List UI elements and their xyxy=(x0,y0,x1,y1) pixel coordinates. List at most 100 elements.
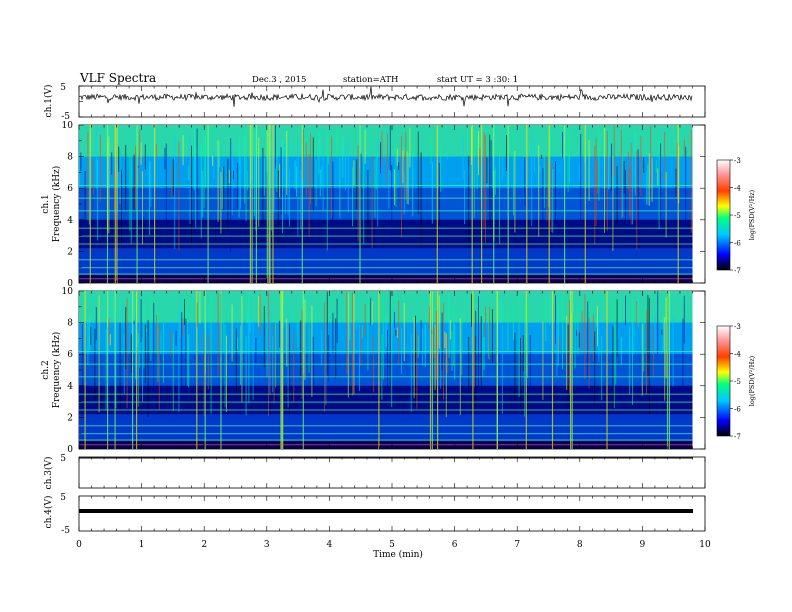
spec-streak xyxy=(188,334,190,388)
spec-streak xyxy=(550,162,552,232)
spec-streak xyxy=(367,299,369,371)
spec-streak xyxy=(126,298,128,409)
spec-spike xyxy=(668,291,670,449)
spec-spike xyxy=(89,125,91,283)
freq-tick-label: 8 xyxy=(67,319,73,329)
spec-streak xyxy=(598,129,600,201)
spec-streak xyxy=(217,293,219,376)
spec-streak xyxy=(259,294,261,335)
spec-streak xyxy=(612,156,614,251)
spec-streak xyxy=(231,304,233,362)
freq-tick-label: 2 xyxy=(67,413,73,423)
spec-streak xyxy=(359,324,360,392)
spec-streak xyxy=(275,125,276,169)
spec-streak xyxy=(332,161,334,248)
spec-spike xyxy=(114,125,116,283)
spec-streak xyxy=(581,311,583,354)
spec-streak xyxy=(391,298,393,407)
spec-streak xyxy=(163,322,164,383)
spec-streak xyxy=(244,134,246,204)
spec-streak xyxy=(531,129,533,226)
spec-streak xyxy=(389,291,391,388)
x-axis-tick-labels: 0 1 2 3 4 5 6 7 8 9 10 xyxy=(76,540,711,550)
colorbar-tick-label: -4 xyxy=(734,185,741,193)
spec-streak xyxy=(203,333,205,416)
spec-streak xyxy=(182,134,184,166)
spec-streak xyxy=(604,125,605,233)
ch4-waveform-line xyxy=(79,509,693,513)
spec-spike xyxy=(584,125,586,283)
spec-streak xyxy=(273,322,275,404)
spec-streak xyxy=(438,295,440,349)
spec-streak xyxy=(396,148,398,166)
spec-streak xyxy=(412,143,414,217)
spec-streak xyxy=(275,318,276,388)
spec-streak xyxy=(174,134,176,249)
spec-streak xyxy=(356,318,358,330)
spec-streak xyxy=(459,318,461,415)
spec-streak xyxy=(632,138,633,225)
spec-streak xyxy=(297,137,299,237)
spec-streak xyxy=(283,304,285,328)
spec-streak xyxy=(482,312,484,377)
ch1-spectrogram-panel: 0 2 4 6 8 10 ch.1 Frequency (kHz) -3 -4 -5 -6 -7 l… xyxy=(41,121,756,289)
spec-streak xyxy=(370,297,372,326)
spec-hline xyxy=(79,259,693,261)
spec-streak xyxy=(483,132,485,230)
colorbar-tick-label: -4 xyxy=(734,351,741,359)
spec-streak xyxy=(625,295,626,325)
spec-streak xyxy=(371,156,373,249)
spec-streak xyxy=(301,309,303,399)
spec-spike xyxy=(481,125,483,283)
spec-streak xyxy=(430,135,432,164)
x-tick-label: 1 xyxy=(139,540,145,550)
ch4-ticks xyxy=(78,496,706,531)
spec-hline xyxy=(79,185,693,187)
spec-streak xyxy=(262,147,264,225)
header-start-time: start UT = 3 :30: 1 xyxy=(437,75,518,85)
spec-streak xyxy=(322,133,324,211)
spec-streak xyxy=(164,147,166,170)
spec-streak xyxy=(417,335,419,358)
spec-streak xyxy=(630,142,632,225)
spec-streak xyxy=(156,315,157,355)
spec-streak xyxy=(534,140,535,173)
spec-streak xyxy=(241,296,243,403)
spec-hline xyxy=(79,267,693,269)
spec-streak xyxy=(255,337,257,363)
colorbar-label: log(PSD(V²/Hz) xyxy=(748,355,756,406)
spec-spike xyxy=(570,291,572,449)
spec-streak xyxy=(478,131,479,176)
spec-streak xyxy=(634,131,636,196)
spec-streak xyxy=(388,170,390,209)
spec-streak xyxy=(552,168,554,233)
spec-streak xyxy=(499,142,500,244)
spec-streak xyxy=(598,311,600,362)
spec-streak xyxy=(318,132,320,174)
x-tick-label: 5 xyxy=(389,540,395,550)
spec-streak xyxy=(650,125,652,187)
spec-hline xyxy=(79,425,693,427)
spec-spike xyxy=(196,291,198,449)
spec-streak xyxy=(447,334,449,373)
spec-streak xyxy=(179,297,181,338)
spec-streak xyxy=(328,149,330,164)
spec-streak xyxy=(121,169,122,246)
ch4-frame xyxy=(78,495,706,532)
spec-spike xyxy=(551,291,554,449)
spec-streak xyxy=(377,136,379,227)
spec-streak xyxy=(597,306,598,347)
ch1-ytick-top: 5 xyxy=(60,83,66,93)
spec-streak xyxy=(387,133,388,184)
spec-streak xyxy=(657,291,659,355)
spec-streak xyxy=(219,141,220,168)
freq-tick-label: 0 xyxy=(67,445,73,455)
ch1-spectrogram-axis: 0 2 4 6 8 10 xyxy=(62,121,706,289)
spec-spike xyxy=(207,125,209,283)
ch2-spectrogram-panel: 0 2 4 6 8 10 ch.2 Frequency (kHz) -3 -4 -5 -6 -7 l… xyxy=(41,287,756,455)
spec-spike xyxy=(106,125,109,283)
spec-streak xyxy=(240,325,241,385)
spec-spike xyxy=(116,125,118,283)
spec-streak xyxy=(500,299,502,323)
spec-streak xyxy=(300,320,302,376)
